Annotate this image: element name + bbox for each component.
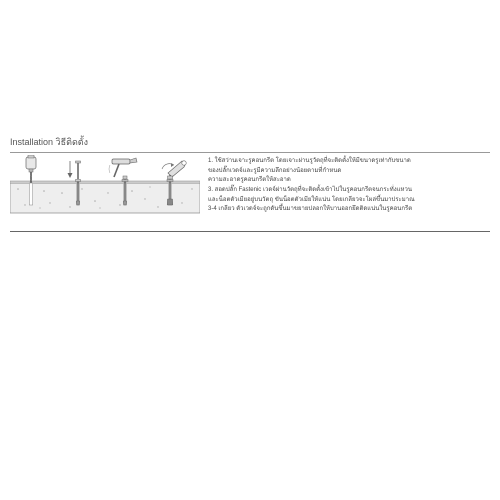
divider-bottom — [10, 231, 490, 232]
section-heading: Installation วิธีติดตั้ง — [10, 135, 490, 149]
instruction-text: 1. ใช้สว่านเจาะรูคอนกรีต โดยเจาะผ่านรูวั… — [208, 155, 490, 227]
installation-section: Installation วิธีติดตั้ง — [10, 135, 490, 232]
heading-th: วิธีติดตั้ง — [56, 137, 88, 147]
instruction-line: 3-4 เกลียว ตัวเวดจ์จะถูกดันขึ้นมาขยายปลอ… — [208, 205, 490, 214]
instruction-line: ของปลั๊กเวดจ์และรูมีความลึกอย่างน้อยตามท… — [208, 167, 490, 176]
installation-diagram — [10, 155, 200, 227]
instruction-line: และน็อตตัวเมียอยู่บนวัตถุ ขันน็อตตัวเมีย… — [208, 196, 490, 205]
instruction-line: ความสะอาดรูคอนกรีตให้สะอาด — [208, 176, 490, 185]
instruction-line: 3. สอดปลั๊ก Fastenic เวดจ์ผ่านวัตถุที่จะ… — [208, 186, 490, 195]
instruction-line: 1. ใช้สว่านเจาะรูคอนกรีต โดยเจาะผ่านรูวั… — [208, 157, 490, 166]
heading-en: Installation — [10, 137, 53, 147]
divider-top — [10, 152, 490, 153]
main-row: 1. ใช้สว่านเจาะรูคอนกรีต โดยเจาะผ่านรูวั… — [10, 155, 490, 227]
